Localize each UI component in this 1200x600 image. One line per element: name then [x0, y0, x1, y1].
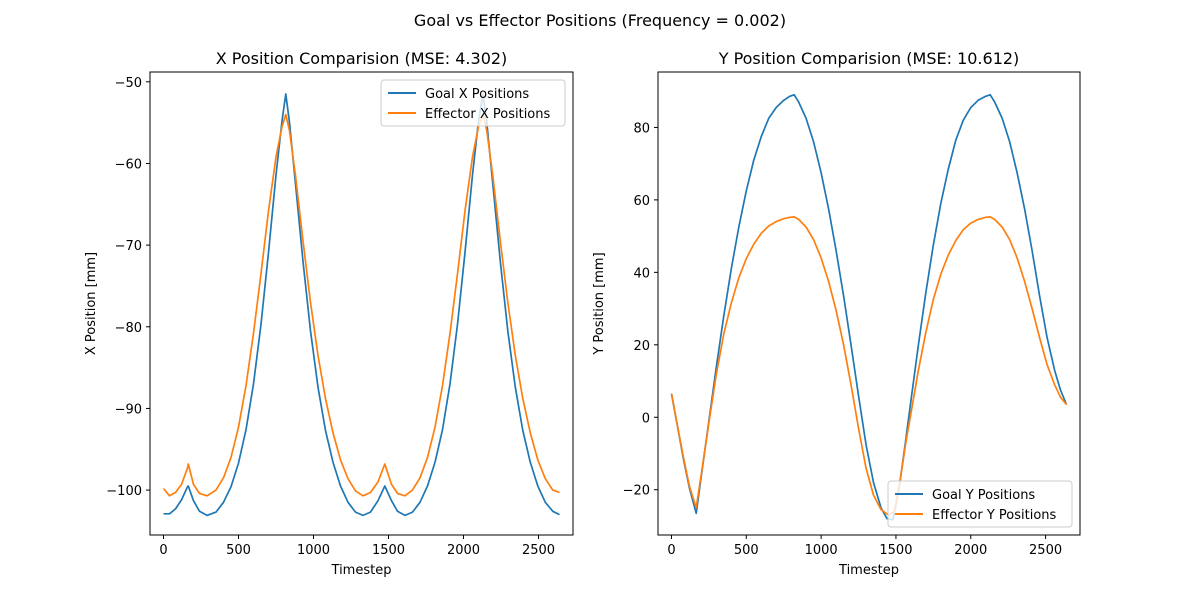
series-line-effector [670, 216, 1068, 516]
plot-frame [657, 71, 1081, 536]
chart-title: Y Position Comparision (MSE: 10.612) [718, 49, 1020, 68]
y-tick-label: −20 [623, 484, 650, 499]
y-tick-label: −60 [115, 157, 142, 172]
legend: Goal X Positions Effector X Positions [380, 79, 566, 127]
x-tick-label: 0 [667, 543, 675, 558]
y-tick-label: 0 [642, 411, 650, 426]
x-tick-label: 0 [159, 543, 167, 558]
y-tick-label: −90 [115, 402, 142, 417]
legend-label: Goal Y Positions [932, 488, 1035, 503]
y-tick-label: 20 [633, 339, 650, 354]
series-line-effector [162, 113, 560, 497]
legend-box [380, 79, 566, 127]
x-axis-label: Timestep [331, 563, 392, 578]
y-tick-label: −80 [115, 321, 142, 336]
series-line-goal [163, 93, 560, 517]
x-tick-label: 1500 [372, 543, 405, 558]
x-tick-label: 1000 [805, 543, 838, 558]
legend-label: Effector X Positions [425, 107, 550, 122]
figure-suptitle: Goal vs Effector Positions (Frequency = … [414, 11, 786, 30]
x-tick-label: 2000 [954, 543, 987, 558]
plot-frame [149, 71, 574, 536]
y-position-chart: Y Position Comparision (MSE: 10.612) 0 500… [592, 49, 1081, 578]
y-tick-label: 80 [633, 121, 650, 136]
y-tick-label: 60 [633, 194, 650, 209]
y-tick-label: −50 [115, 76, 142, 91]
x-tick-label: 500 [226, 543, 251, 558]
x-tick-label: 2500 [1029, 543, 1062, 558]
legend-label: Goal X Positions [425, 87, 529, 102]
series-line-goal [670, 93, 1068, 521]
x-axis-label: Timestep [838, 563, 899, 578]
chart-title: X Position Comparision (MSE: 4.302) [216, 49, 508, 68]
x-tick-label: 1500 [879, 543, 912, 558]
legend-box [887, 480, 1073, 528]
y-tick-label: −70 [115, 239, 142, 254]
y-axis-label: X Position [mm] [84, 252, 99, 355]
x-tick-label: 500 [734, 543, 759, 558]
y-tick-label: −100 [106, 484, 142, 499]
y-tick-label: 40 [633, 266, 650, 281]
y-axis-label: Y Position [mm] [592, 252, 607, 355]
legend-label: Effector Y Positions [932, 508, 1057, 523]
x-position-chart: X Position Comparision (MSE: 4.302) 0 500 1… [84, 49, 574, 578]
x-tick-label: 1000 [297, 543, 330, 558]
x-tick-label: 2500 [522, 543, 555, 558]
x-tick-label: 2000 [447, 543, 480, 558]
legend: Goal Y Positions Effector Y Positions [887, 480, 1073, 528]
